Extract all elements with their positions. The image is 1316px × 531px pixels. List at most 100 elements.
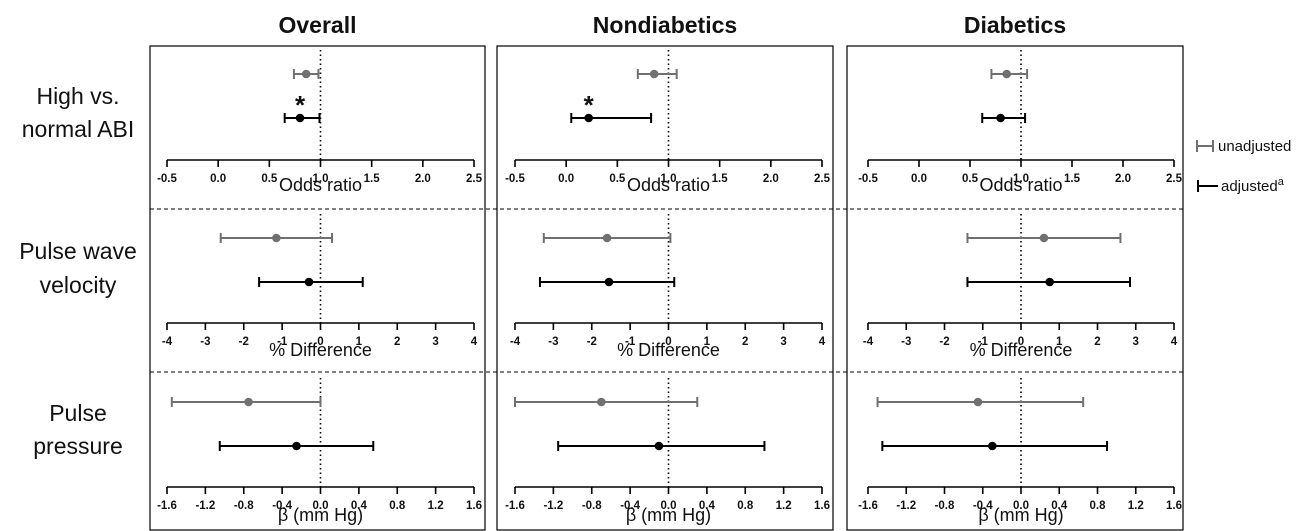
tick-label: -0.4 [620,500,640,512]
tick-label: 0 [317,336,323,348]
panel-frame-2 [846,45,1184,531]
axis-label: β (mm Hg) [626,505,711,525]
axis-label: % Difference [617,340,720,360]
unadjusted-estimate-point [301,69,311,79]
tick-label: 0.4 [1051,500,1068,512]
axis-label: Odds ratio [627,175,710,195]
tick-label: 0.0 [558,173,574,185]
row-label: velocity [40,272,117,298]
tick-label: 1.2 [428,500,444,512]
axis-label: % Difference [970,340,1073,360]
tick-label: -1 [625,336,636,348]
tick-label: 0 [1018,336,1024,348]
adjusted-estimate-point [304,277,314,287]
tick-label: 2.0 [763,173,779,185]
tick-label: -1.2 [896,500,916,512]
tick-label: 0.5 [261,173,278,185]
significance-star: * [584,90,595,120]
row-label: normal ABI [22,116,135,142]
unadjusted-estimate-point [602,233,612,243]
legend-label: unadjusted [1218,138,1291,155]
tick-label: -1.6 [858,500,878,512]
tick-label: -2 [587,336,597,348]
tick-label: 4 [471,336,478,348]
tick-label: -1.6 [505,500,525,512]
tick-label: 4 [1171,336,1178,348]
axis-label: β (mm Hg) [978,505,1063,525]
axis-label: Odds ratio [279,175,362,195]
tick-label: 1 [356,336,363,348]
tick-label: 2.5 [466,173,483,185]
tick-label: -0.4 [272,500,292,512]
tick-label: 0.0 [313,500,329,512]
tick-label: 1.6 [1166,500,1182,512]
unadjusted-estimate-point [244,397,253,407]
tick-label: 1.0 [1013,173,1029,185]
tick-label: 1 [704,336,711,348]
tick-label: -0.8 [234,500,254,512]
tick-label: 1 [1056,336,1063,348]
tick-label: 2.5 [814,173,831,185]
unadjusted-estimate-point [597,397,606,407]
tick-label: -1 [978,336,989,348]
adjusted-estimate-point [996,113,1005,123]
unadjusted-estimate-point [1039,233,1049,243]
tick-label: 2 [1094,336,1100,348]
tick-label: 4 [819,336,826,348]
tick-label: 1.6 [466,500,482,512]
adjusted-estimate-point [295,113,305,123]
tick-label: 0.5 [609,173,626,185]
tick-label: 2 [742,336,748,348]
tick-label: 2.0 [415,173,431,185]
tick-label: 1.5 [712,173,729,185]
adjusted-estimate-point [292,441,301,451]
tick-label: 1.5 [364,173,381,185]
adjusted-estimate-point [1045,277,1054,287]
adjusted-estimate-point [604,277,614,287]
column-title: Diabetics [964,12,1066,38]
tick-label: -0.5 [157,173,177,185]
tick-label: -2 [939,336,949,348]
tick-label: 0.8 [737,500,754,512]
unadjusted-estimate-point [973,397,983,407]
tick-label: 0.0 [661,500,677,512]
tick-label: 1.0 [661,173,677,185]
tick-label: -1.6 [157,500,177,512]
tick-label: -4 [510,336,521,348]
column-title: Overall [279,12,357,38]
tick-label: 1.5 [1064,173,1081,185]
tick-label: 0.0 [911,173,927,185]
tick-label: -0.5 [858,173,878,185]
tick-label: -0.8 [582,500,602,512]
legend-label: adjusteda [1221,176,1285,195]
tick-label: -1 [277,336,288,348]
row-label: Pulse wave [19,238,137,264]
column-title: Nondiabetics [593,12,737,38]
unadjusted-estimate-point [649,69,659,79]
tick-label: 0.8 [1090,500,1107,512]
tick-label: 3 [1133,336,1139,348]
tick-label: -1.2 [195,500,215,512]
tick-label: 1.0 [313,173,329,185]
tick-label: -3 [901,336,911,348]
tick-label: -3 [200,336,210,348]
tick-label: 1.2 [1128,500,1144,512]
significance-star: * [295,90,306,120]
tick-label: 0.4 [699,500,716,512]
unadjusted-estimate-point [1002,69,1012,79]
row-label: pressure [33,433,122,459]
tick-label: -1.2 [543,500,563,512]
axis-label: Odds ratio [979,175,1062,195]
adjusted-estimate-point [584,113,593,123]
tick-label: -0.5 [505,173,525,185]
tick-label: -0.8 [935,500,955,512]
tick-label: 2 [394,336,400,348]
tick-label: -0.4 [973,500,993,512]
tick-label: -4 [162,336,173,348]
tick-label: -3 [548,336,558,348]
panel-frame-1 [496,45,834,531]
tick-label: 3 [432,336,438,348]
tick-label: 2.0 [1115,173,1131,185]
tick-label: -2 [239,336,249,348]
